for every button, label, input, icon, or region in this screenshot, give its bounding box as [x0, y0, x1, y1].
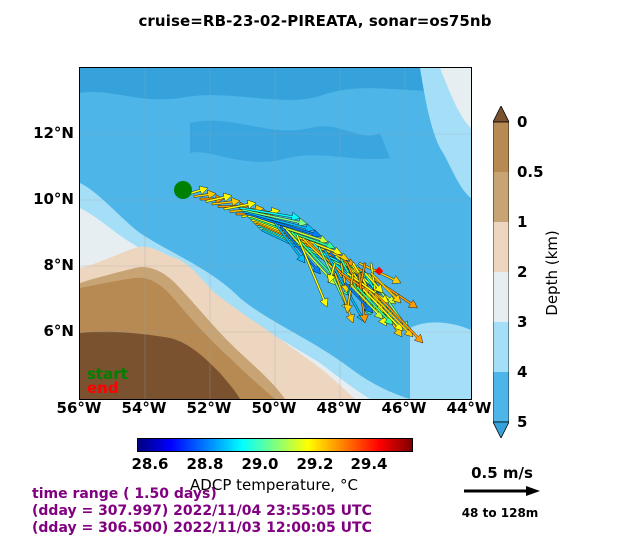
velocity-vector-47: [333, 272, 355, 324]
end-label: end: [87, 379, 119, 397]
x-tick-46w: 46°W: [381, 399, 427, 417]
velocity-vector-26: [295, 234, 329, 308]
figure-title: cruise=RB-23-02-PIREATA, sonar=os75nb: [138, 12, 492, 30]
velocity-vector-23: [279, 225, 321, 275]
depth-tick-4: 4: [517, 363, 528, 381]
depth-tick-0_5: 0.5: [517, 163, 544, 181]
depth-band-0: [493, 122, 509, 172]
velocity-vector-50: [343, 272, 355, 314]
scale-label: 0.5 m/s: [471, 464, 533, 482]
velocity-vector-11: [241, 208, 308, 227]
y-tick-10n: 10°N: [33, 190, 74, 208]
time-start-line: (dday = 306.500) 2022/11/03 12:00:05 UTC: [32, 520, 372, 536]
depth-band-2: [493, 272, 509, 322]
velocity-vector-3: [205, 192, 233, 203]
x-tick-48w: 48°W: [316, 399, 362, 417]
depth-tick-3: 3: [517, 313, 528, 331]
velocity-vector-4: [211, 197, 241, 207]
temp-tick-29_4: 29.4: [350, 455, 388, 473]
scale-arrow-icon: [464, 486, 540, 496]
x-tick-52w: 52°W: [186, 399, 232, 417]
shelf-ne-shallow: [440, 68, 471, 128]
velocity-vector-6: [223, 199, 257, 211]
scale-depth-range: 48 to 128m: [461, 506, 539, 520]
x-tick-50w: 50°W: [251, 399, 297, 417]
temp-tick-29_0: 29.0: [241, 455, 279, 473]
depth-colorbar-label: Depth (km): [543, 230, 561, 316]
depth-band-4: [493, 372, 509, 422]
velocity-vector-12: [243, 210, 315, 233]
depth-tick-1: 1: [517, 213, 528, 231]
velocity-vector-40: [326, 262, 337, 284]
velocity-vector-22: [273, 222, 306, 264]
velocity-vector-52: [364, 272, 384, 294]
velocity-vector-51: [357, 272, 369, 324]
start-marker: [174, 181, 192, 199]
velocity-vector-59: [374, 292, 424, 344]
temperature-colorbar-label: ADCP temperature, °C: [190, 476, 358, 494]
temp-tick-28_6: 28.6: [131, 455, 169, 473]
graticule: [80, 68, 471, 399]
depth-band-0_5: [493, 172, 509, 222]
bathymetry-map: [79, 67, 472, 400]
temp-tick-29_2: 29.2: [296, 455, 334, 473]
end-marker: [374, 266, 384, 276]
time-range-line: time range ( 1.50 days): [32, 486, 217, 502]
depth-colorbar: [493, 106, 509, 438]
deep-ocean-north: [80, 68, 471, 100]
velocity-vector-1: [193, 189, 217, 200]
land: [80, 331, 240, 399]
time-end-line: (dday = 307.997) 2022/11/04 23:55:05 UTC: [32, 503, 372, 519]
x-tick-56w: 56°W: [56, 399, 102, 417]
depth-band-3: [493, 322, 509, 372]
adcp-vectors: [187, 185, 424, 344]
velocity-vector-10: [239, 206, 301, 222]
temp-tick-28_8: 28.8: [186, 455, 224, 473]
depth-tick-5: 5: [517, 413, 528, 431]
y-tick-8n: 8°N: [43, 256, 75, 274]
y-tick-6n: 6°N: [43, 322, 75, 340]
depth-tick-0: 0: [517, 113, 528, 131]
velocity-vector-13: [245, 212, 322, 239]
depth-band-1: [493, 222, 509, 272]
start-label: start: [87, 365, 128, 383]
velocity-vector-53: [370, 272, 402, 304]
y-tick-12n: 12°N: [33, 124, 74, 142]
depth-tick-2: 2: [517, 263, 528, 281]
temperature-colorbar: [137, 438, 413, 452]
shelf-rise-se: [410, 322, 471, 399]
map-svg: [80, 68, 471, 399]
x-tick-54w: 54°W: [121, 399, 167, 417]
x-tick-44w: 44°W: [446, 399, 492, 417]
depth-colorbar-bottom-cap: [493, 421, 509, 438]
depth-colorbar-top-cap: [493, 106, 509, 123]
